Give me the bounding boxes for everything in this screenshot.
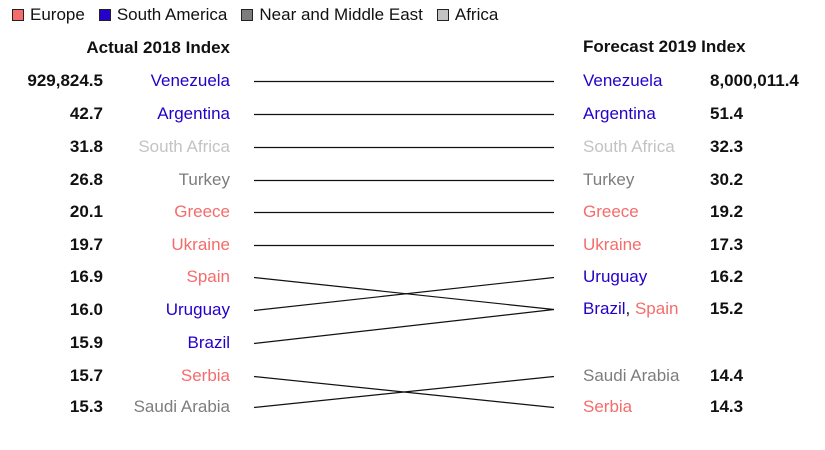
right-value-7: 15.2 [710,299,743,318]
left-country-ukraine: Ukraine [171,235,230,254]
right-country-spain: Spain [635,299,678,318]
legend-item-africa: Africa [436,5,499,25]
right-names-9: Serbia [583,397,633,416]
right-names-6: Uruguay [583,267,648,286]
right-value-3: 30.2 [710,170,743,189]
name-separator: , [626,299,635,318]
left-header: Actual 2018 Index [86,38,230,57]
right-value-6: 16.2 [710,267,743,286]
legend-swatch [241,9,254,21]
right-country-south-africa: South Africa [583,137,675,156]
right-country-serbia: Serbia [583,397,633,416]
right-names-2: South Africa [583,137,675,156]
left-country-turkey: Turkey [179,170,231,189]
right-value-1: 51.4 [710,104,744,123]
left-value-spain: 16.9 [70,267,103,286]
right-country-turkey: Turkey [583,170,635,189]
right-value-0: 8,000,011.4 [710,71,799,90]
right-country-brazil: Brazil [583,299,626,318]
links [253,80,555,409]
legend-item-europe: Europe [12,5,85,25]
left-value-brazil: 15.9 [70,333,103,352]
right-header: Forecast 2019 Index [583,37,746,56]
legend-label: Europe [30,5,85,24]
left-country-saudi-arabia: Saudi Arabia [134,397,231,416]
legend-swatch [12,9,24,21]
right-value-9: 14.3 [710,397,743,416]
left-country-argentina: Argentina [157,104,230,123]
left-country-spain: Spain [187,267,230,286]
legend: Europe South America Near and Middle East A… [12,4,512,26]
right-names-4: Greece [583,202,639,221]
left-country-uruguay: Uruguay [166,300,231,319]
right-names-3: Turkey [583,170,635,189]
right-value-8: 14.4 [710,366,744,385]
legend-item-south-america: South America [98,5,228,25]
left-value-turkey: 26.8 [70,170,103,189]
legend-swatch [98,9,111,21]
left-country-brazil: Brazil [187,333,230,352]
right-value-4: 19.2 [710,202,743,221]
legend-item-near-and-middle-east: Near and Middle East [241,5,423,25]
left-value-south-africa: 31.8 [70,137,103,156]
right-names-0: Venezuela [583,71,663,90]
left-value-saudi-arabia: 15.3 [70,397,103,416]
right-names-7: Brazil, Spain [583,299,678,318]
left-value-serbia: 15.7 [70,366,103,385]
left-value-venezuela: 929,824.5 [27,71,103,90]
left-country-greece: Greece [174,202,230,221]
right-country-greece: Greece [583,202,639,221]
right-value-2: 32.3 [710,137,743,156]
right-country-ukraine: Ukraine [583,235,642,254]
legend-label: Africa [454,5,499,24]
right-country-saudi-arabia: Saudi Arabia [583,366,680,385]
right-value-5: 17.3 [710,235,743,254]
left-value-uruguay: 16.0 [70,300,103,319]
right-column: Venezuela 8,000,011.4 Argentina 51.4 South A… [583,71,799,416]
left-country-serbia: Serbia [181,366,231,385]
left-country-venezuela: Venezuela [151,71,231,90]
left-value-argentina: 42.7 [70,104,103,123]
right-names-1: Argentina [583,104,656,123]
link-line-uruguay [253,276,555,312]
left-column: 929,824.5 Venezuela 42.7 Argentina 31.8 South… [27,71,230,416]
left-value-greece: 20.1 [70,202,103,221]
link-line-saudi-arabia [253,375,555,409]
right-names-8: Saudi Arabia [583,366,680,385]
right-country-argentina: Argentina [583,104,656,123]
legend-swatch [436,9,449,21]
legend-label: Near and Middle East [259,5,423,24]
left-country-south-africa: South Africa [138,137,230,156]
left-value-ukraine: 19.7 [70,235,103,254]
right-country-uruguay: Uruguay [583,267,648,286]
link-line-brazil [253,308,555,345]
right-names-5: Ukraine [583,235,642,254]
legend-label: South America [116,5,228,24]
right-country-venezuela: Venezuela [583,71,663,90]
